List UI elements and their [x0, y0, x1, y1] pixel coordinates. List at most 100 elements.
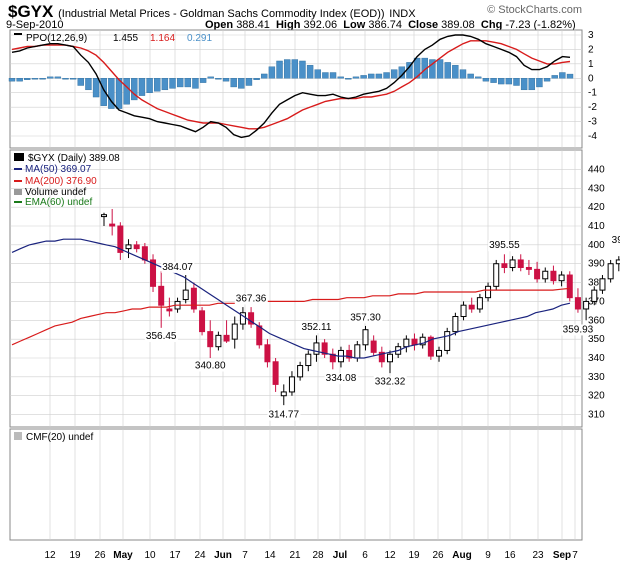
close-label: Close — [408, 19, 439, 31]
ppo-histogram-bar — [199, 78, 207, 83]
price-y-tick-label: 410 — [588, 221, 605, 232]
ppo-y-tick-label: 2 — [588, 44, 594, 55]
x-tick-label: 9 — [485, 550, 491, 561]
candle-body — [607, 263, 614, 280]
chart-date: 9-Sep-2010 — [6, 19, 64, 31]
price-legend-label: $GYX (Daily) 389.08 — [28, 153, 120, 164]
price-y-tick-label: 390 — [588, 259, 605, 270]
open-value: 388.41 — [236, 19, 270, 31]
annotation-bg — [561, 324, 595, 336]
ohlc-readout: Open 388.41 High 392.06 Low 386.74 Close… — [205, 19, 576, 31]
candle-body — [525, 266, 532, 270]
symbol: $GYX — [8, 2, 54, 21]
high-value: 392.06 — [303, 19, 338, 31]
candle-body — [468, 304, 475, 310]
price-y-tick-label: 420 — [588, 202, 605, 213]
ppo-histogram-bar — [123, 78, 130, 105]
ppo-histogram-bar — [131, 78, 138, 101]
ppo-histogram-bar — [222, 78, 230, 82]
ppo-y-tick-label: 1 — [588, 59, 594, 70]
annotation-bg — [324, 373, 358, 385]
x-tick-label: 16 — [504, 550, 516, 561]
price-annotation: 359.93 — [563, 324, 594, 335]
chg-value: -7.23 (-1.82%) — [505, 19, 576, 31]
candle-body — [501, 263, 508, 268]
ppo-histogram-bar — [352, 76, 360, 79]
x-tick-label: 19 — [69, 550, 81, 561]
price-y-tick-label: 380 — [588, 278, 605, 289]
ppo-histogram-bar — [291, 59, 299, 79]
candle-body — [256, 325, 263, 346]
price-y-tick-label: 310 — [588, 410, 605, 421]
ppo-histogram-bar — [54, 76, 62, 79]
price-annotation: 332.32 — [375, 376, 406, 387]
ppo-histogram-bar — [77, 78, 84, 86]
candle-body — [444, 331, 451, 351]
cmf-legend-label: CMF(20) undef — [26, 432, 93, 443]
ppo-histogram-bar — [192, 78, 199, 89]
x-tick-label: 12 — [384, 550, 396, 561]
candle-body — [485, 285, 492, 299]
ppo-histogram-bar — [429, 59, 436, 79]
candle-body — [297, 365, 304, 378]
ppo-legend-value-signal: 1.164 — [150, 33, 175, 44]
ppo-histogram-bar — [306, 65, 314, 79]
ppo-histogram-bar — [383, 72, 390, 79]
price-y-tick-label: 430 — [588, 183, 605, 194]
annotation-bg — [193, 360, 227, 372]
annotation-bg — [349, 312, 383, 324]
ppo-histogram-bar — [452, 65, 459, 79]
ppo-histogram-bar — [299, 60, 306, 79]
ma50-legend-label: MA(50) 369.07 — [25, 164, 92, 175]
candle-body — [248, 312, 255, 325]
ppo-histogram-bar — [62, 78, 69, 80]
candle-body — [133, 244, 140, 250]
candle-body — [288, 376, 295, 393]
ppo-histogram-bar — [108, 78, 115, 109]
ppo-histogram-bar — [413, 57, 421, 79]
ppo-histogram-bar — [92, 78, 100, 98]
price-annotation: 352.11 — [302, 322, 332, 333]
x-tick-label: 10 — [144, 550, 156, 561]
x-tick-label: Jun — [214, 550, 232, 561]
candle-body — [460, 304, 467, 318]
low-label: Low — [343, 19, 366, 31]
candle-body — [313, 342, 320, 355]
candle-body — [615, 259, 620, 265]
ppo-histogram-bar — [138, 78, 146, 96]
ppo-histogram-bar — [100, 78, 107, 106]
symbol-name: (Industrial Metal Prices - Goldman Sachs… — [58, 8, 385, 20]
candle-body — [182, 289, 189, 301]
candle-body — [272, 361, 279, 385]
x-tick-label: 21 — [289, 550, 301, 561]
price-annotation: 367.36 — [236, 293, 267, 304]
chart-header: $GYX (Industrial Metal Prices - Goldman … — [8, 2, 416, 22]
ppo-histogram-bar — [436, 59, 444, 79]
candle-body — [599, 278, 606, 291]
price-annotation: 357.30 — [350, 312, 381, 323]
ppo-histogram-bar — [559, 72, 566, 79]
ma200-legend-label: MA(200) 376.90 — [25, 176, 97, 187]
ppo-y-tick-label: -4 — [588, 131, 597, 142]
x-tick-label: 7 — [242, 550, 248, 561]
ma200-line — [11, 287, 571, 346]
candle-body — [150, 259, 157, 287]
x-tick-label: 17 — [169, 550, 181, 561]
annotation-bg — [161, 261, 195, 273]
open-label: Open — [205, 19, 234, 31]
ppo-histogram-bar — [8, 78, 16, 82]
ppo-histogram-bar — [467, 73, 474, 79]
price-annotation: 384.07 — [162, 262, 193, 273]
ppo-histogram-bar — [31, 78, 39, 80]
ppo-y-tick-label: 3 — [588, 30, 594, 41]
annotation-bg — [234, 293, 268, 305]
candle-body — [452, 316, 459, 333]
ppo-histogram-bar — [169, 78, 176, 89]
ppo-histogram-bar — [329, 72, 337, 79]
candle-body — [215, 334, 222, 348]
x-tick-label: 23 — [532, 550, 544, 561]
candle-body — [583, 300, 590, 310]
x-tick-label: 19 — [408, 550, 420, 561]
ppo-histogram-bar — [215, 78, 222, 80]
ppo-histogram-bar — [536, 78, 543, 88]
